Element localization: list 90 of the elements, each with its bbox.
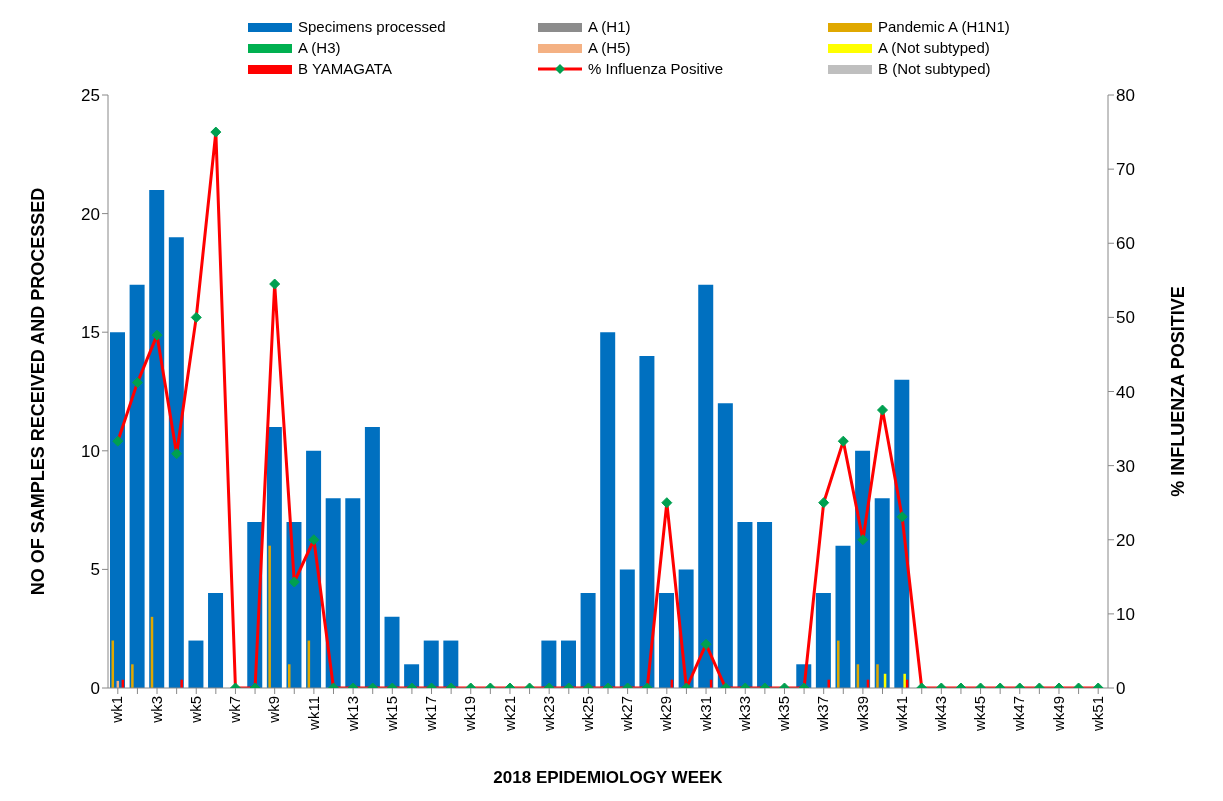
bar [560,640,576,688]
x-tick-label: wk49 [1049,696,1067,733]
bar [345,498,361,688]
bar [717,403,733,688]
y2-axis-title: % INFLUENZA POSITIVE [1168,286,1189,497]
bar [180,679,183,688]
y2-tick-label: 60 [1116,234,1135,254]
legend-label: B (Not subtyped) [878,60,991,77]
bar [131,664,134,688]
y-tick-label: 25 [81,86,100,106]
bar [874,498,890,688]
bar [306,450,322,688]
bar [404,664,420,688]
x-tick-label: wk13 [343,696,361,733]
x-tick-label: wk11 [304,696,322,731]
x-tick-label: wk37 [814,696,832,733]
x-tick-label: wk33 [735,696,753,733]
bar [639,355,655,688]
x-tick-label: wk51 [1088,696,1106,733]
bar [168,237,184,688]
bar [600,332,616,688]
y2-tick-label: 0 [1116,679,1126,699]
bar [827,679,831,688]
bar [129,284,145,688]
y-tick-label: 10 [81,441,100,461]
bar [876,664,879,688]
x-tick-label: wk15 [382,696,400,733]
bar [287,664,291,688]
bar [815,593,831,688]
x-axis-title: 2018 EPIDEMIOLOGY WEEK [493,768,724,787]
bar [149,189,165,688]
bar [364,427,380,688]
bar [835,545,851,688]
y2-tick-label: 30 [1116,456,1135,476]
x-tick-label: wk27 [618,696,636,733]
x-tick-label: wk1 [108,696,126,724]
bar [737,521,753,688]
x-tick-label: wk3 [147,696,165,724]
y-tick-label: 0 [90,679,100,699]
x-tick-label: wk5 [186,696,204,724]
y2-tick-label: 50 [1116,308,1135,328]
legend-label: A (H3) [298,39,341,56]
bar [423,640,439,688]
x-tick-label: wk31 [696,696,714,733]
bar [619,569,635,688]
bar [757,521,773,688]
x-tick-label: wk21 [500,696,518,733]
bar [698,284,714,688]
x-tick-label: wk39 [853,696,871,733]
y-tick-label: 5 [90,560,100,580]
bar [894,379,910,688]
x-tick-label: wk9 [265,696,283,724]
x-tick-label: wk47 [1010,696,1028,733]
legend-label: Specimens processed [298,18,446,35]
bar [110,332,125,688]
bar [659,593,675,688]
bar [541,640,557,688]
x-tick-label: wk25 [579,696,597,733]
y2-tick-label: 40 [1116,382,1135,402]
bar [443,640,459,688]
bar [837,640,840,688]
bar [208,593,224,688]
bar [188,640,204,688]
x-tick-label: wk43 [931,696,949,733]
x-tick-label: wk29 [657,696,675,733]
x-tick-label: wk7 [226,696,244,724]
bar [384,616,400,688]
legend-label: % Influenza Positive [588,60,724,77]
legend-label: A (H5) [588,39,631,56]
x-tick-label: wk19 [461,696,479,733]
y2-tick-label: 20 [1116,530,1135,550]
bar [268,545,271,688]
y2-tick-label: 80 [1116,86,1135,106]
legend-label: Pandemic A (H1N1) [878,18,1010,35]
y2-tick-label: 70 [1116,160,1135,180]
x-tick-label: wk23 [539,696,557,733]
bar [580,593,596,688]
y-tick-label: 20 [81,204,100,224]
y-axis-title: NO OF SAMPLES RECEIVED AND PROCESSED [28,187,49,596]
legend-label: A (Not subtyped) [878,39,990,56]
y-tick-label: 15 [81,323,100,343]
bar [903,673,906,688]
x-tick-label: wk45 [971,696,989,733]
x-tick-label: wk17 [422,696,440,733]
legend-label: A (H1) [588,18,631,35]
y2-tick-label: 10 [1116,604,1135,624]
legend-label: B YAMAGATA [298,60,392,77]
x-tick-label: wk35 [775,696,793,733]
x-tick-label: wk41 [892,696,910,733]
bar [325,498,341,688]
